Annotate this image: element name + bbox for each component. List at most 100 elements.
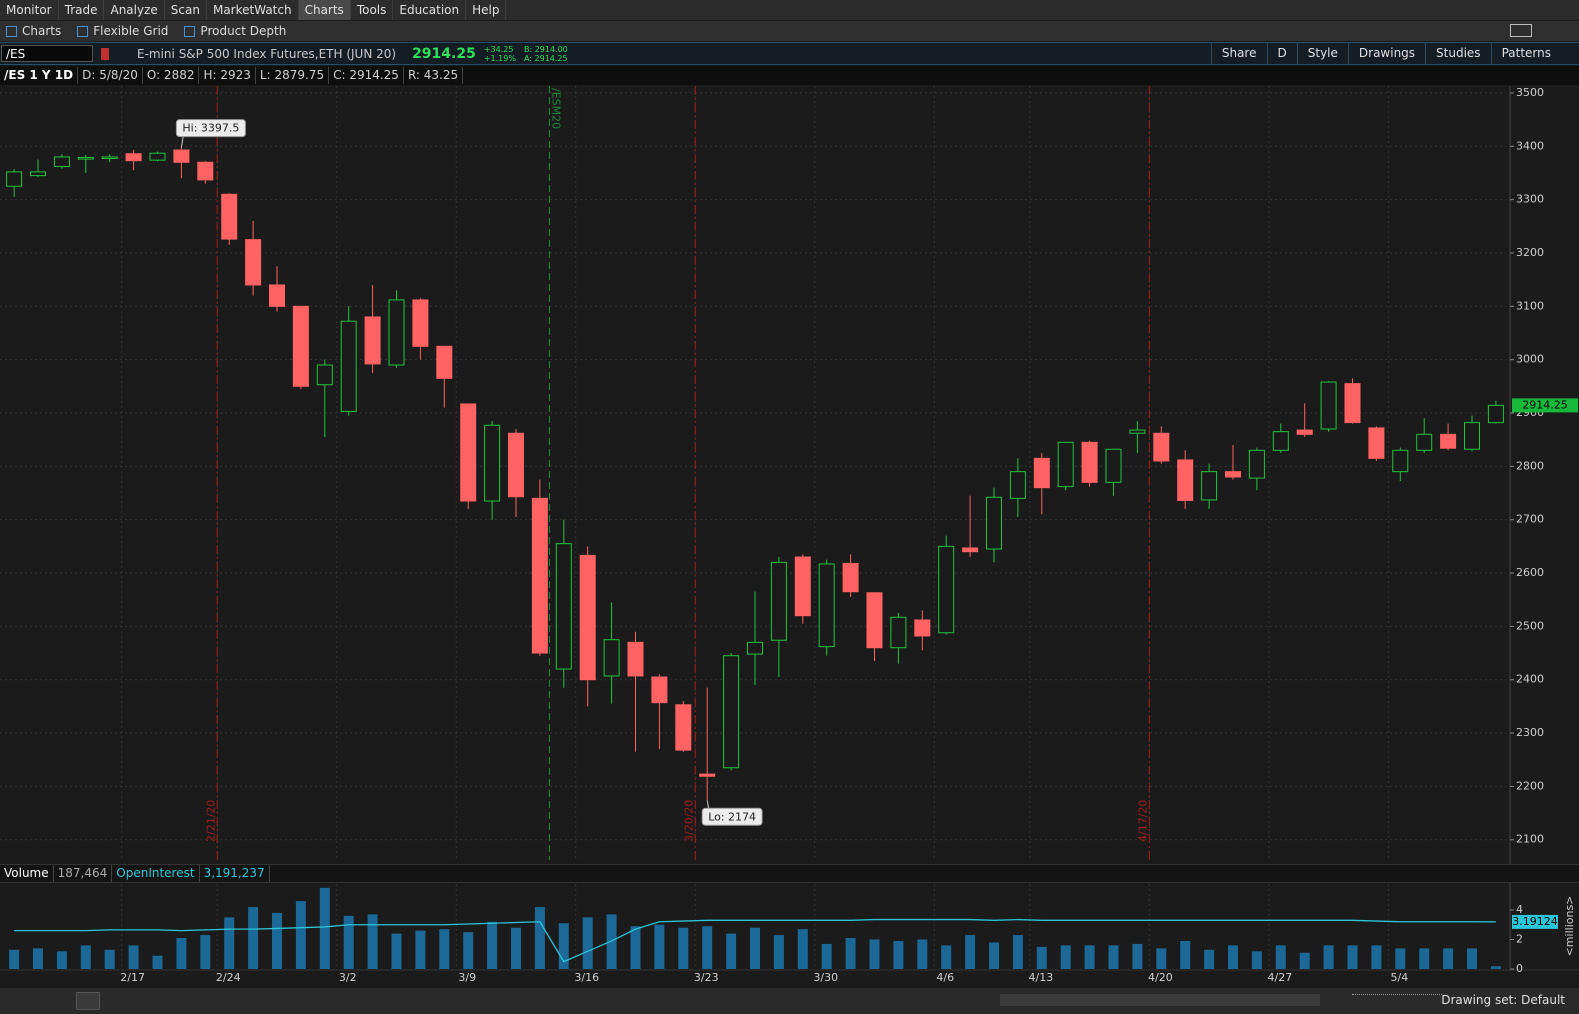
scrollbar[interactable] (1000, 994, 1320, 1006)
info-item: /ES 1 Y 1D (0, 67, 79, 84)
toolbar-button[interactable]: Studies (1425, 43, 1491, 64)
candle-body (794, 556, 811, 617)
tab[interactable]: Charts (0, 21, 71, 41)
link-icon[interactable] (101, 47, 109, 60)
x-tick-label: 5/4 (1390, 971, 1408, 984)
volume-bar (1084, 945, 1095, 969)
volume-bar (511, 927, 522, 969)
x-tick-label: 4/6 (936, 971, 954, 984)
drawing-set[interactable]: Drawing set: Default (1441, 993, 1565, 1007)
y-tick-label: 3100 (1516, 299, 1544, 312)
volume-bar (463, 932, 474, 969)
study-readout: 187,464 (54, 865, 113, 882)
toolbar-button[interactable]: Share (1210, 43, 1267, 64)
candle-body (675, 704, 692, 751)
candle-body (914, 619, 931, 637)
study-name[interactable]: OpenInterest (112, 865, 200, 882)
info-item: L: 2879.75 (256, 67, 330, 84)
candle-body (1033, 457, 1050, 489)
candle-body (149, 152, 166, 161)
volume-bar (439, 929, 450, 969)
candle-body (866, 592, 883, 649)
volume-bar (415, 930, 426, 969)
candle-body (723, 655, 740, 769)
toolbar-button[interactable]: Drawings (1347, 43, 1425, 64)
candle-body (1081, 441, 1098, 483)
tab-bar: Charts Flexible Grid Product Depth (0, 21, 1579, 41)
candle-body (1296, 429, 1313, 435)
event-label: 3/20/20 (682, 800, 695, 842)
candle-body (1487, 404, 1504, 424)
candle-body (173, 149, 190, 163)
volume-bar (9, 949, 20, 969)
volume-bar (1275, 945, 1286, 969)
volume-bar (248, 907, 259, 969)
volume-bar (845, 938, 856, 969)
menu-item[interactable]: Education (393, 0, 467, 20)
tab[interactable]: Flexible Grid (71, 21, 178, 41)
study-value-label: 3.19124 (1512, 915, 1558, 928)
y-tick-label: 2200 (1516, 779, 1544, 792)
menu-item[interactable]: Analyze (104, 0, 165, 20)
zoom-tools[interactable] (1352, 994, 1442, 1008)
candle-body (890, 616, 907, 649)
menu-item[interactable]: Monitor (0, 0, 59, 20)
change: +34.25 +1.19% (484, 45, 516, 63)
volume-bar (176, 938, 187, 969)
candle-body (1224, 471, 1241, 478)
menu-item[interactable]: Trade (59, 0, 105, 20)
y-tick-label: 2700 (1516, 513, 1544, 526)
volume-bar (224, 917, 235, 969)
last-price-tag (1512, 398, 1578, 413)
y2-tick-label: 0 (1516, 962, 1523, 975)
y-tick-label: 2100 (1516, 833, 1544, 846)
volume-bar (750, 927, 760, 969)
candle-body (221, 193, 238, 240)
collapse-button[interactable] (76, 992, 100, 1010)
volume-bar (1204, 949, 1215, 969)
toolbar-button[interactable]: Style (1296, 43, 1348, 64)
volume-bar (1251, 951, 1262, 969)
y-tick-label: 2400 (1516, 673, 1544, 686)
volume-bar (1036, 946, 1047, 969)
x-tick-label: 4/13 (1028, 971, 1053, 984)
menu-item[interactable]: Charts (298, 0, 351, 20)
volume-bar (893, 940, 904, 969)
net-change: +34.25 (483, 44, 514, 54)
candle-body (53, 156, 70, 168)
menu-item[interactable]: Scan (165, 0, 207, 20)
candle-body (1416, 433, 1433, 451)
candle-body (579, 554, 596, 681)
menu-item[interactable]: MarketWatch (207, 0, 299, 20)
symbol-input[interactable]: /ES (1, 45, 93, 62)
candle-body (388, 299, 405, 366)
toolbar-button[interactable]: Patterns (1490, 43, 1561, 64)
candle-body (555, 543, 572, 670)
volume-bar (534, 907, 545, 969)
volume-bar (965, 935, 976, 969)
volume-bar (1395, 948, 1406, 969)
tab-label: Charts (22, 24, 62, 38)
study-name[interactable]: Volume (0, 865, 54, 882)
volume-bar (1227, 945, 1238, 969)
window-icon[interactable] (1510, 24, 1532, 37)
volume-bar (1108, 945, 1119, 969)
candle-body (842, 562, 859, 593)
study-value-tag (1512, 914, 1558, 929)
callout-label: Hi: 3397.5 (182, 122, 239, 135)
menu-item[interactable]: Tools (351, 0, 394, 20)
volume-bar (654, 924, 665, 969)
volume-bar (391, 933, 402, 969)
volume-bar (1490, 966, 1501, 969)
x-tick-label: 4/20 (1148, 971, 1173, 984)
volume-bar (941, 945, 952, 969)
candle-body (269, 284, 286, 307)
toolbar-button[interactable]: D (1266, 43, 1297, 64)
tab[interactable]: Product Depth (178, 21, 296, 41)
volume-bar (487, 921, 498, 969)
tab-icon (184, 25, 196, 37)
volume-bar (1347, 945, 1358, 969)
volume-bar (988, 942, 999, 969)
menu-item[interactable]: Help (466, 0, 507, 20)
